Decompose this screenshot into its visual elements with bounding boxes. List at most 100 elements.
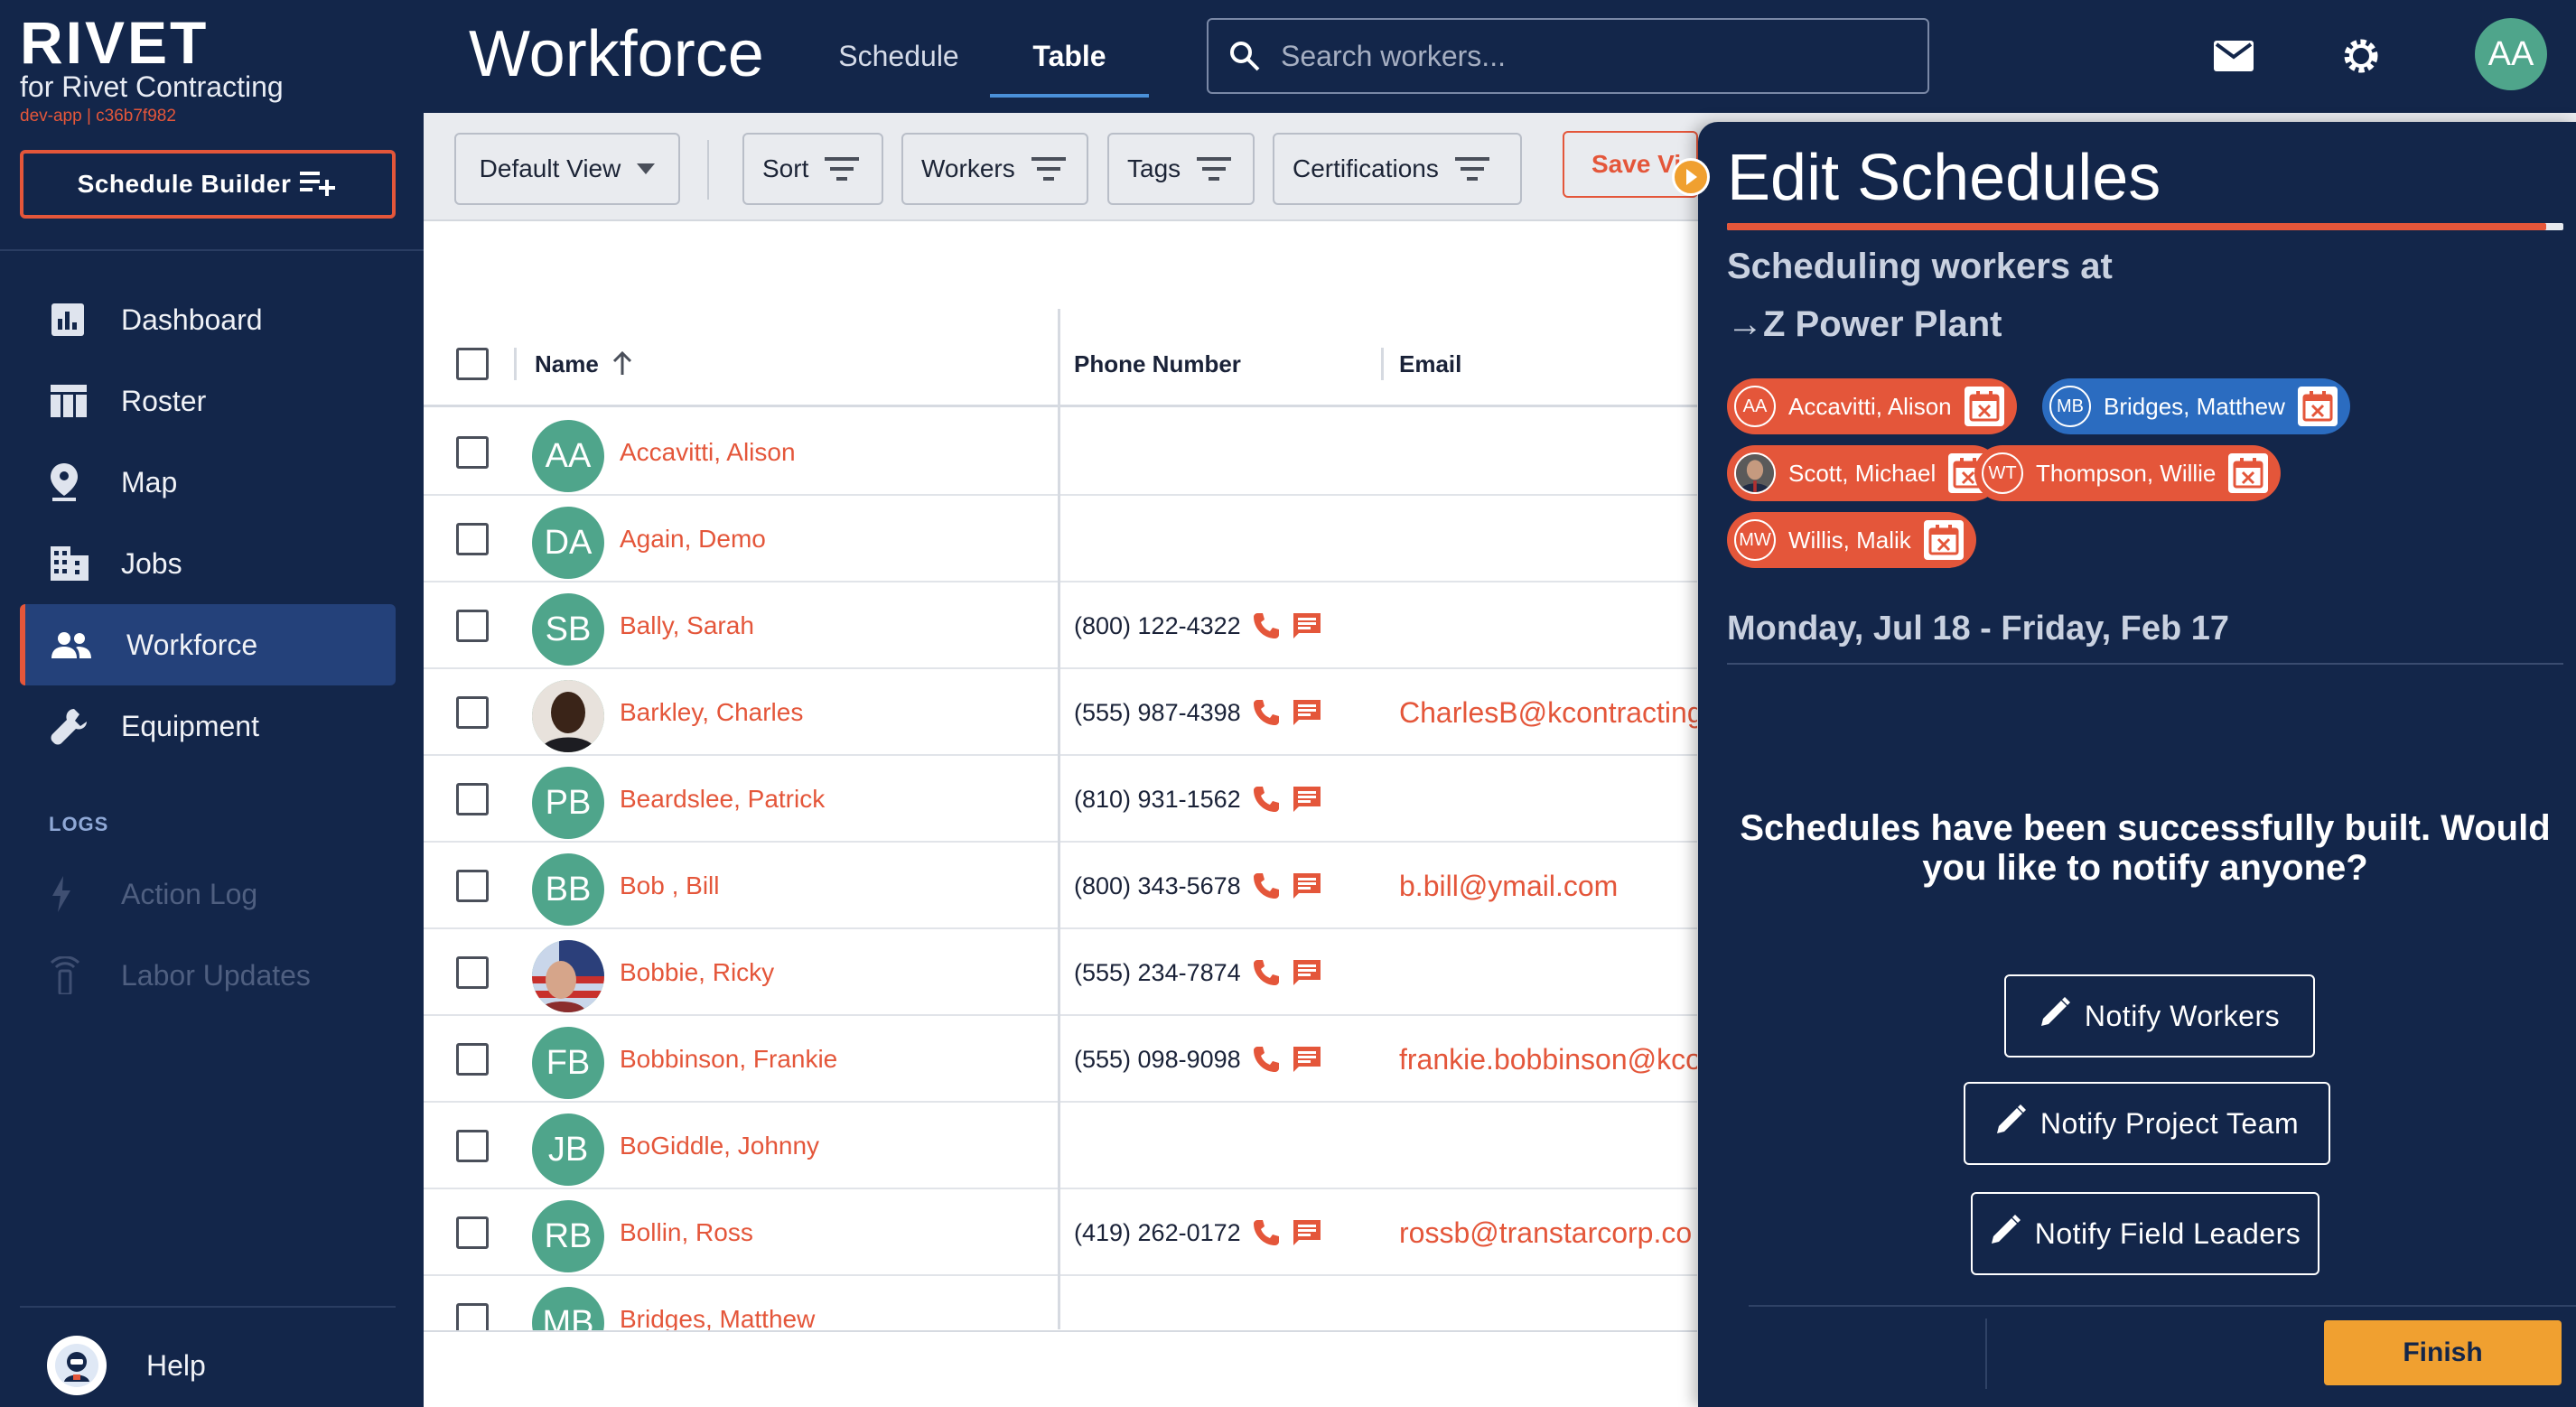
email-link[interactable]: rossb@transtarcorp.co xyxy=(1399,1216,1693,1249)
phone-icon[interactable] xyxy=(1252,698,1281,727)
message-icon[interactable] xyxy=(1292,698,1322,727)
email-link[interactable]: CharlesB@kcontracting xyxy=(1399,695,1697,729)
worker-name-link[interactable]: Bobbie, Ricky xyxy=(620,958,775,986)
worker-name-link[interactable]: Bobbinson, Frankie xyxy=(620,1045,838,1073)
message-icon[interactable] xyxy=(1292,611,1322,640)
message-icon[interactable] xyxy=(1292,1218,1322,1247)
phone-cell: (800) 122-4322 xyxy=(1074,582,1322,669)
help-link[interactable]: Help xyxy=(20,1333,206,1398)
notify-project-team-button[interactable]: Notify Project Team xyxy=(1964,1082,2330,1165)
worker-name-link[interactable]: Again, Demo xyxy=(620,525,766,553)
phone-icon[interactable] xyxy=(1252,611,1281,640)
table-row[interactable]: BB Bob , Bill (800) 343-5678 b.bill@ymail.c… xyxy=(424,843,1697,929)
sidebar-item-equipment[interactable]: Equipment xyxy=(20,685,396,767)
search-input[interactable] xyxy=(1281,29,1927,83)
phone-icon[interactable] xyxy=(1252,958,1281,987)
phone-icon[interactable] xyxy=(1252,871,1281,900)
table-row[interactable]: Bobbie, Ricky (555) 234-7874 xyxy=(424,929,1697,1016)
select-all-checkbox[interactable] xyxy=(456,348,489,380)
sidebar-item-labor-updates[interactable]: Labor Updates xyxy=(20,935,396,1016)
table-row[interactable]: RB Bollin, Ross (419) 262-0172 rossb@transt… xyxy=(424,1189,1697,1276)
message-icon[interactable] xyxy=(1292,871,1322,900)
row-checkbox[interactable] xyxy=(456,1130,489,1162)
phone-icon[interactable] xyxy=(1252,1218,1281,1247)
table-row[interactable]: FB Bobbinson, Frankie (555) 098-9098 franki… xyxy=(424,1016,1697,1103)
message-icon[interactable] xyxy=(1292,1045,1322,1074)
table-row[interactable]: SB Bally, Sarah (800) 122-4322 xyxy=(424,582,1697,669)
row-checkbox[interactable] xyxy=(456,1043,489,1076)
notify-field-leaders-button[interactable]: Notify Field Leaders xyxy=(1971,1192,2319,1275)
sidebar-item-dashboard[interactable]: Dashboard xyxy=(20,279,396,360)
email-link[interactable]: b.bill@ymail.com xyxy=(1399,869,1619,902)
certifications-filter-button[interactable]: Certifications xyxy=(1273,133,1522,205)
worker-name-link[interactable]: Bally, Sarah xyxy=(620,611,754,639)
tags-filter-button[interactable]: Tags xyxy=(1107,133,1255,205)
worker-name-link[interactable]: Beardslee, Patrick xyxy=(620,785,826,813)
phone-icon[interactable] xyxy=(1252,785,1281,814)
worker-chip[interactable]: WT Thompson, Willie xyxy=(1974,445,2282,501)
row-checkbox[interactable] xyxy=(456,956,489,989)
table-row[interactable]: JB BoGiddle, Johnny xyxy=(424,1103,1697,1189)
worker-name-link[interactable]: Bob , Bill xyxy=(620,871,720,899)
worker-chip[interactable]: MW Willis, Malik xyxy=(1727,512,1976,568)
finish-button[interactable]: Finish xyxy=(2324,1320,2562,1385)
row-checkbox[interactable] xyxy=(456,1303,489,1330)
email-link[interactable]: frankie.bobbinson@kco xyxy=(1399,1042,1697,1076)
calendar-remove-icon[interactable] xyxy=(1964,387,2004,426)
calendar-remove-icon[interactable] xyxy=(2228,453,2269,493)
worker-name-link[interactable]: Accavitti, Alison xyxy=(620,438,796,466)
table-row[interactable]: AA Accavitti, Alison xyxy=(424,409,1697,496)
sidebar: RIVET for Rivet Contracting dev-app | c3… xyxy=(0,0,424,1407)
table-row[interactable]: DA Again, Demo xyxy=(424,496,1697,582)
worker-name-link[interactable]: BoGiddle, Johnny xyxy=(620,1132,820,1160)
chip-avatar: MB xyxy=(2049,386,2091,427)
worker-avatar: RB xyxy=(532,1200,604,1272)
table-row[interactable]: PB Beardslee, Patrick (810) 931-1562 xyxy=(424,756,1697,843)
worker-name-link[interactable]: Barkley, Charles xyxy=(620,698,804,726)
worker-chip[interactable]: MB Bridges, Matthew xyxy=(2042,378,2350,434)
worker-name-link[interactable]: Bollin, Ross xyxy=(620,1218,753,1246)
default-view-select[interactable]: Default View xyxy=(454,133,680,205)
tab-schedule[interactable]: Schedule xyxy=(838,40,959,72)
row-checkbox[interactable] xyxy=(456,696,489,729)
row-checkbox[interactable] xyxy=(456,1216,489,1249)
row-checkbox[interactable] xyxy=(456,610,489,642)
row-checkbox[interactable] xyxy=(456,783,489,815)
gear-icon[interactable] xyxy=(2332,27,2390,85)
calendar-remove-icon[interactable] xyxy=(1923,520,1964,560)
worker-chip[interactable]: Scott, Michael xyxy=(1727,445,2002,501)
user-avatar[interactable]: AA xyxy=(2475,18,2547,90)
sidebar-item-workforce[interactable]: Workforce xyxy=(20,604,396,685)
roster-icon xyxy=(20,385,121,417)
sidebar-item-action-log[interactable]: Action Log xyxy=(20,853,396,935)
panel-footer-divider xyxy=(1749,1305,2576,1307)
calendar-remove-icon[interactable] xyxy=(2297,387,2338,426)
phone-number: (800) 343-5678 xyxy=(1074,871,1241,899)
worker-chip[interactable]: AA Accavitti, Alison xyxy=(1727,378,2017,434)
message-icon[interactable] xyxy=(1292,785,1322,814)
mail-icon[interactable] xyxy=(2205,27,2263,85)
workers-filter-button[interactable]: Workers xyxy=(901,133,1088,205)
table-row[interactable]: MB Bridges, Matthew xyxy=(424,1276,1697,1330)
notify-workers-button[interactable]: Notify Workers xyxy=(2004,974,2315,1058)
certifications-filter-label: Certifications xyxy=(1293,154,1439,182)
panel-collapse-toggle[interactable] xyxy=(1672,158,1710,196)
sidebar-item-jobs[interactable]: Jobs xyxy=(20,523,396,604)
row-checkbox[interactable] xyxy=(456,523,489,555)
row-checkbox[interactable] xyxy=(456,870,489,902)
message-icon[interactable] xyxy=(1292,958,1322,987)
sort-button[interactable]: Sort xyxy=(742,133,883,205)
column-header-name[interactable]: Name xyxy=(535,321,633,407)
worker-name-link[interactable]: Bridges, Matthew xyxy=(620,1305,816,1330)
broadcast-icon xyxy=(20,956,121,994)
pencil-icon xyxy=(1995,1104,2026,1142)
schedule-builder-button[interactable]: Schedule Builder xyxy=(20,150,396,219)
sidebar-item-map[interactable]: Map xyxy=(20,442,396,523)
phone-icon[interactable] xyxy=(1252,1045,1281,1074)
row-checkbox[interactable] xyxy=(456,436,489,469)
column-header-phone[interactable]: Phone Number xyxy=(1074,349,1241,377)
sidebar-item-roster[interactable]: Roster xyxy=(20,360,396,442)
tab-table[interactable]: Table xyxy=(990,33,1149,98)
table-row[interactable]: Barkley, Charles (555) 987-4398 CharlesB@k… xyxy=(424,669,1697,756)
column-header-email[interactable]: Email xyxy=(1399,349,1462,377)
